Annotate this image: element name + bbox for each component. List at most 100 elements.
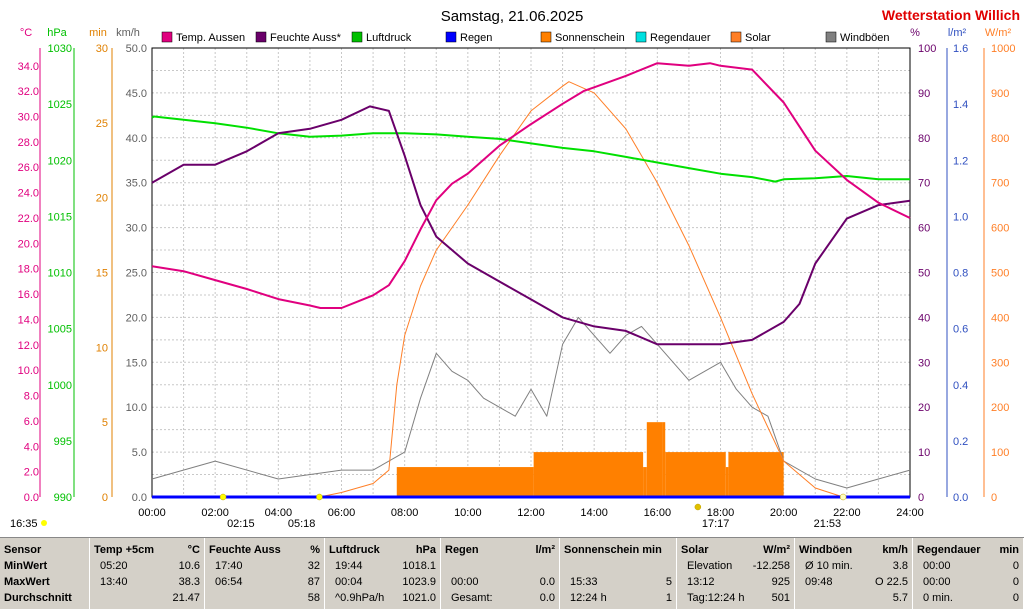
table-header-unit: W/m² (763, 544, 790, 556)
table-column: Regen l/m² 00:00 0.0 Gesamt: 0.0 (441, 538, 560, 609)
temp-tick: 16.0 (18, 289, 39, 301)
temp-tick: 10.0 (18, 365, 39, 377)
hum-tick: 0 (918, 492, 924, 504)
legend-swatch (351, 31, 363, 43)
table-header: Regendauer min (917, 542, 1019, 558)
table-header-title: Feuchte Auss (209, 544, 281, 556)
table-cell-label: ^0.9hPa/h (335, 592, 385, 604)
table-cell-label: 00:00 (923, 576, 951, 588)
temp-tick: 22.0 (18, 213, 39, 225)
time-tick: 10:00 (454, 507, 482, 519)
marker-sunset-dot (839, 493, 847, 501)
table-row: 5.7 (799, 590, 908, 606)
kmh-tick: 30.0 (126, 223, 147, 235)
table-row: Elevation -12.258 (681, 558, 790, 574)
rain-tick: 1.0 (953, 211, 968, 223)
table-column: Windböen km/h Ø 10 min. 3.8 09:48 O 22.5 5.7 (795, 538, 913, 609)
min-tick: 5 (102, 417, 108, 429)
table-cell-value: 5 (665, 576, 672, 588)
table-cell-label: 05:20 (100, 560, 128, 572)
press-tick: 1030 (48, 43, 72, 55)
table-row: Durchschnitt (4, 590, 85, 606)
table-header: Regen l/m² (445, 542, 555, 558)
marker-noon-dot (694, 503, 702, 511)
legend-label: Sonnenschein (555, 32, 625, 44)
press-tick: 1025 (48, 99, 72, 111)
table-cell-label: MinWert (4, 560, 48, 572)
temp-tick: 34.0 (18, 61, 39, 73)
kmh-tick: 15.0 (126, 357, 147, 369)
rain-tick: 1.2 (953, 155, 968, 167)
rain-tick: 1.4 (953, 99, 968, 111)
table-cell-value: 38.3 (178, 576, 200, 588)
time-tick: 02:00 (201, 507, 229, 519)
table-cell-value: 0 (1012, 592, 1019, 604)
kmh-tick: 20.0 (126, 312, 147, 324)
series-line-windb-en (151, 316, 911, 489)
table-cell-value: 925 (771, 576, 790, 588)
table-row (564, 558, 672, 574)
table-cell-label: 00:00 (923, 560, 951, 572)
table-cell-label: Durchschnitt (4, 592, 72, 604)
solar-tick: 700 (991, 178, 1009, 190)
axis-unit-solar: W/m² (985, 27, 1012, 39)
table-cell-value: 0.0 (539, 576, 555, 588)
solar-tick: 200 (991, 402, 1009, 414)
table-cell-value: 58 (307, 592, 320, 604)
table-cell-label: MaxWert (4, 576, 50, 588)
rain-tick: 0.6 (953, 324, 968, 336)
table-row: 06:54 87 (209, 574, 320, 590)
table-cell-label: 13:12 (687, 576, 715, 588)
table-cell-value: 87 (307, 576, 320, 588)
temp-tick: 12.0 (18, 340, 39, 352)
series-line-luftdruck (151, 115, 910, 183)
legend-swatch (825, 31, 837, 43)
table-cell-label: Elevation (687, 560, 733, 572)
time-tick: 22:00 (833, 507, 861, 519)
solar-tick: 100 (991, 447, 1009, 459)
sunshine-bar (533, 452, 644, 497)
table-header-unit: hPa (415, 544, 436, 556)
time-tick: 18:00 (707, 507, 735, 519)
legend-label: Temp. Aussen (176, 32, 245, 44)
marker-sunrise-dot (316, 493, 323, 501)
table-row: 19:44 1018.1 (329, 558, 436, 574)
kmh-tick: 35.0 (126, 178, 147, 190)
table-cell-value: -12.258 (752, 560, 790, 572)
temp-tick: 28.0 (18, 137, 39, 149)
sunshine-bar (662, 422, 666, 497)
table-header-unit: min (999, 544, 1019, 556)
solar-tick: 600 (991, 223, 1009, 235)
table-row: 00:04 1023.9 (329, 574, 436, 590)
table-header-title: Solar (681, 544, 709, 556)
rain-tick: 0.2 (953, 436, 968, 448)
table-row: 58 (209, 590, 320, 606)
table-header-unit: °C (187, 544, 200, 556)
hum-tick: 60 (918, 223, 930, 235)
temp-tick: 2.0 (24, 467, 39, 479)
legend-label: Feuchte Auss* (270, 32, 342, 44)
kmh-tick: 50.0 (126, 43, 147, 55)
hum-tick: 80 (918, 133, 930, 145)
kmh-tick: 0.0 (132, 492, 147, 504)
table-row: 15:33 5 (564, 574, 672, 590)
table-cell-value: O 22.5 (874, 576, 908, 588)
axis-unit-hum: % (910, 27, 920, 39)
temp-tick: 8.0 (24, 391, 39, 403)
table-header-unit: km/h (882, 544, 908, 556)
labels: Samstag, 21.06.2025 Wetterstation Willich… (10, 7, 1020, 530)
marker-sunrise-label: 05:18 (288, 518, 316, 530)
table-row: 0 min. 0 (917, 590, 1019, 606)
legend-label: Solar (745, 32, 771, 44)
table-cell-value: 0.0 (539, 592, 555, 604)
time-tick: 00:00 (138, 507, 166, 519)
table-header-title: Sensor (4, 544, 42, 556)
table-cell-value: 501 (771, 592, 790, 604)
table-row: 00:00 0 (917, 574, 1019, 590)
legend-swatch (635, 31, 647, 43)
summary-table: Sensor MinWert MaxWert Durchschnitt Temp +5c… (0, 537, 1024, 609)
min-tick: 20 (96, 193, 108, 205)
legend-swatch (255, 31, 267, 43)
table-cell-value: 1 (665, 592, 672, 604)
table-cell-label: 0 min. (923, 592, 953, 604)
